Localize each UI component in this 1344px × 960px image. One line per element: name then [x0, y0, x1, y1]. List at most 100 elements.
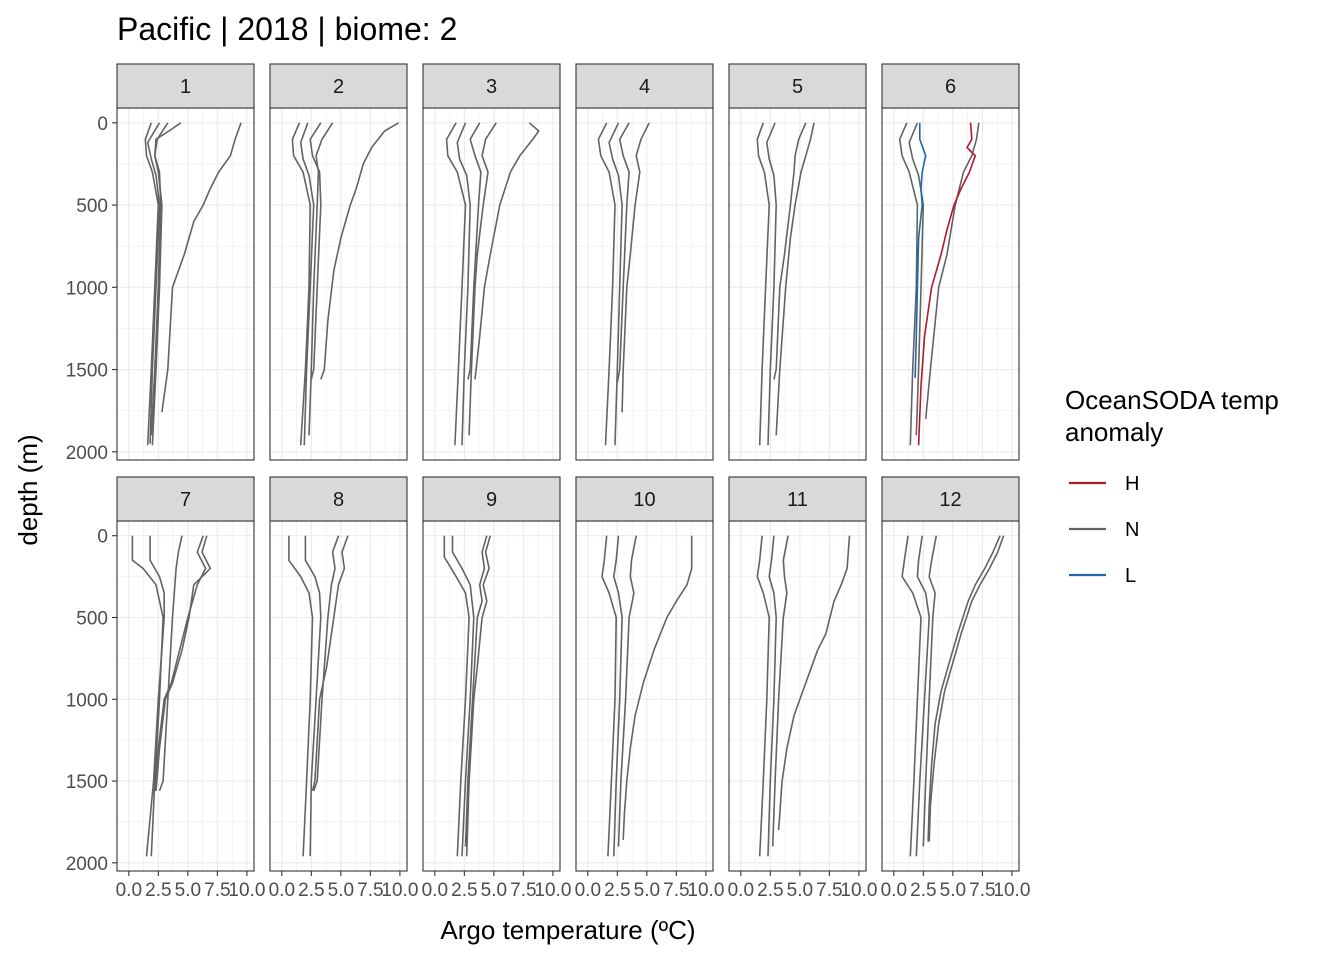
- profile-line-n-7-29: [145, 535, 165, 857]
- facet-panel-10: 10 0.0 2.5 5.0 7.510.0: [575, 476, 724, 901]
- y-tick-label: 1000: [66, 278, 108, 299]
- facet-panel-1: 1 0 500 1000 1500 2000: [66, 63, 255, 464]
- profile-line-n-3-14: [474, 122, 540, 380]
- facet-panel-3: 3: [422, 63, 561, 461]
- legend-label: H: [1125, 473, 1139, 495]
- x-tick-label: 7.5: [663, 880, 689, 901]
- profile-line-n-5-19: [756, 122, 771, 446]
- panel-background: [729, 108, 866, 460]
- y-tick-label: 500: [76, 608, 108, 629]
- legend-item-h: H: [1069, 473, 1139, 495]
- x-tick-label: 2.5: [145, 880, 171, 901]
- facet-strip-label: 2: [333, 76, 344, 98]
- panel-background: [117, 521, 254, 871]
- profile-line-n-10-43: [617, 535, 637, 847]
- x-tick-label: 7.5: [357, 880, 383, 901]
- x-tick-label: 10.0: [228, 880, 265, 901]
- profile-line-n-9-39: [465, 535, 492, 857]
- y-tick-label: 1500: [66, 361, 108, 382]
- y-tick-label: 1000: [66, 690, 108, 711]
- facet-strip-label: 12: [939, 489, 961, 511]
- profile-line-n-2-7: [308, 122, 334, 436]
- profile-line-n-8-34: [304, 535, 322, 857]
- x-tick-label: 0.0: [422, 880, 448, 901]
- facet-strip: [116, 476, 255, 522]
- x-tick-label: 7.5: [969, 880, 995, 901]
- panel-background: [882, 108, 1019, 460]
- facet-panel-9: 9 0.0 2.5 5.0 7.510.0: [422, 476, 571, 901]
- profile-line-n-1-4: [161, 122, 242, 413]
- profile-line-n-9-37: [443, 535, 470, 857]
- profile-line-n-12-51: [922, 535, 938, 847]
- facet-panel-2: 2: [269, 63, 408, 461]
- x-tick-label: 5.0: [175, 880, 201, 901]
- profile-line-n-7-31: [155, 535, 212, 791]
- x-tick-label: 2.5: [451, 880, 477, 901]
- profile-line-n-5-20: [765, 122, 778, 446]
- legend: OceanSODA temp anomaly H N L: [1065, 385, 1279, 587]
- profile-line-n-10-42: [612, 535, 623, 857]
- x-tick-label: 10.0: [687, 880, 724, 901]
- profile-line-n-12-50: [915, 535, 931, 857]
- facet-strip: [728, 476, 867, 522]
- x-tick-label: 0.0: [575, 880, 601, 901]
- y-tick-label: 2000: [66, 443, 108, 464]
- x-tick-label: 2.5: [910, 880, 936, 901]
- panel-background: [270, 108, 407, 460]
- x-tick-label: 0.0: [881, 880, 907, 901]
- x-tick-label: 5.0: [787, 880, 813, 901]
- profile-line-n-2-9: [320, 122, 400, 380]
- facet-panel-8: 8 0.0 2.5 5.0 7.510.0: [269, 476, 418, 901]
- y-tick-label: 0: [97, 527, 108, 548]
- facet-strip: [269, 476, 408, 522]
- profile-line-n-2-8: [309, 122, 322, 380]
- x-tick-label: 5.0: [328, 880, 354, 901]
- profile-line-n-7-28: [131, 535, 164, 857]
- legend-label: L: [1125, 565, 1136, 587]
- facet-panel-4: 4: [575, 63, 714, 461]
- legend-title-line-2: anomaly: [1065, 417, 1163, 447]
- x-tick-label: 10.0: [381, 880, 418, 901]
- facet-strip-label: 5: [792, 76, 803, 98]
- y-axis-title: depth (m): [13, 434, 43, 545]
- facet-panel-11: 11 0.0 2.5 5.0 7.510.0: [728, 476, 877, 901]
- profile-line-n-4-15: [597, 122, 616, 446]
- profile-line-n-8-36: [311, 535, 349, 792]
- x-tick-label: 7.5: [816, 880, 842, 901]
- facet-panel-6: 6: [881, 63, 1020, 461]
- facet-strip: [728, 63, 867, 109]
- profile-line-n-10-41: [601, 535, 618, 857]
- x-tick-label: 2.5: [298, 880, 324, 901]
- profile-line-n-4-16: [608, 122, 623, 446]
- plot-title: Pacific | 2018 | biome: 2: [117, 11, 457, 47]
- profile-line-n-10-44: [622, 535, 693, 840]
- facet-strip: [116, 63, 255, 109]
- profile-line-n-8-35: [312, 535, 340, 792]
- facet-strip: [575, 476, 714, 522]
- legend-label: N: [1125, 519, 1139, 541]
- panel-background: [576, 521, 713, 871]
- facet-strip-label: 1: [180, 76, 191, 98]
- panel-background: [576, 108, 713, 460]
- profile-line-n-2-6: [299, 122, 315, 446]
- profile-line-n-5-21: [775, 122, 815, 436]
- x-tick-label: 2.5: [757, 880, 783, 901]
- profile-line-n-11-47: [771, 535, 789, 847]
- x-tick-label: 7.5: [204, 880, 230, 901]
- y-tick-label: 1500: [66, 772, 108, 793]
- x-tick-label: 5.0: [481, 880, 507, 901]
- profile-line-n-3-13: [467, 122, 482, 380]
- profile-line-n-8-33: [288, 535, 314, 857]
- facet-strip: [575, 63, 714, 109]
- profile-line-n-1-1: [144, 122, 160, 446]
- panel-background: [270, 521, 407, 871]
- x-tick-label: 10.0: [840, 880, 877, 901]
- panel-background: [117, 108, 254, 460]
- x-tick-label: 2.5: [604, 880, 630, 901]
- profile-line-n-4-18: [616, 122, 630, 383]
- x-tick-label: 5.0: [634, 880, 660, 901]
- profile-line-n-11-46: [767, 535, 778, 857]
- profile-line-h-6-27: [917, 122, 977, 446]
- panel-background: [423, 521, 560, 871]
